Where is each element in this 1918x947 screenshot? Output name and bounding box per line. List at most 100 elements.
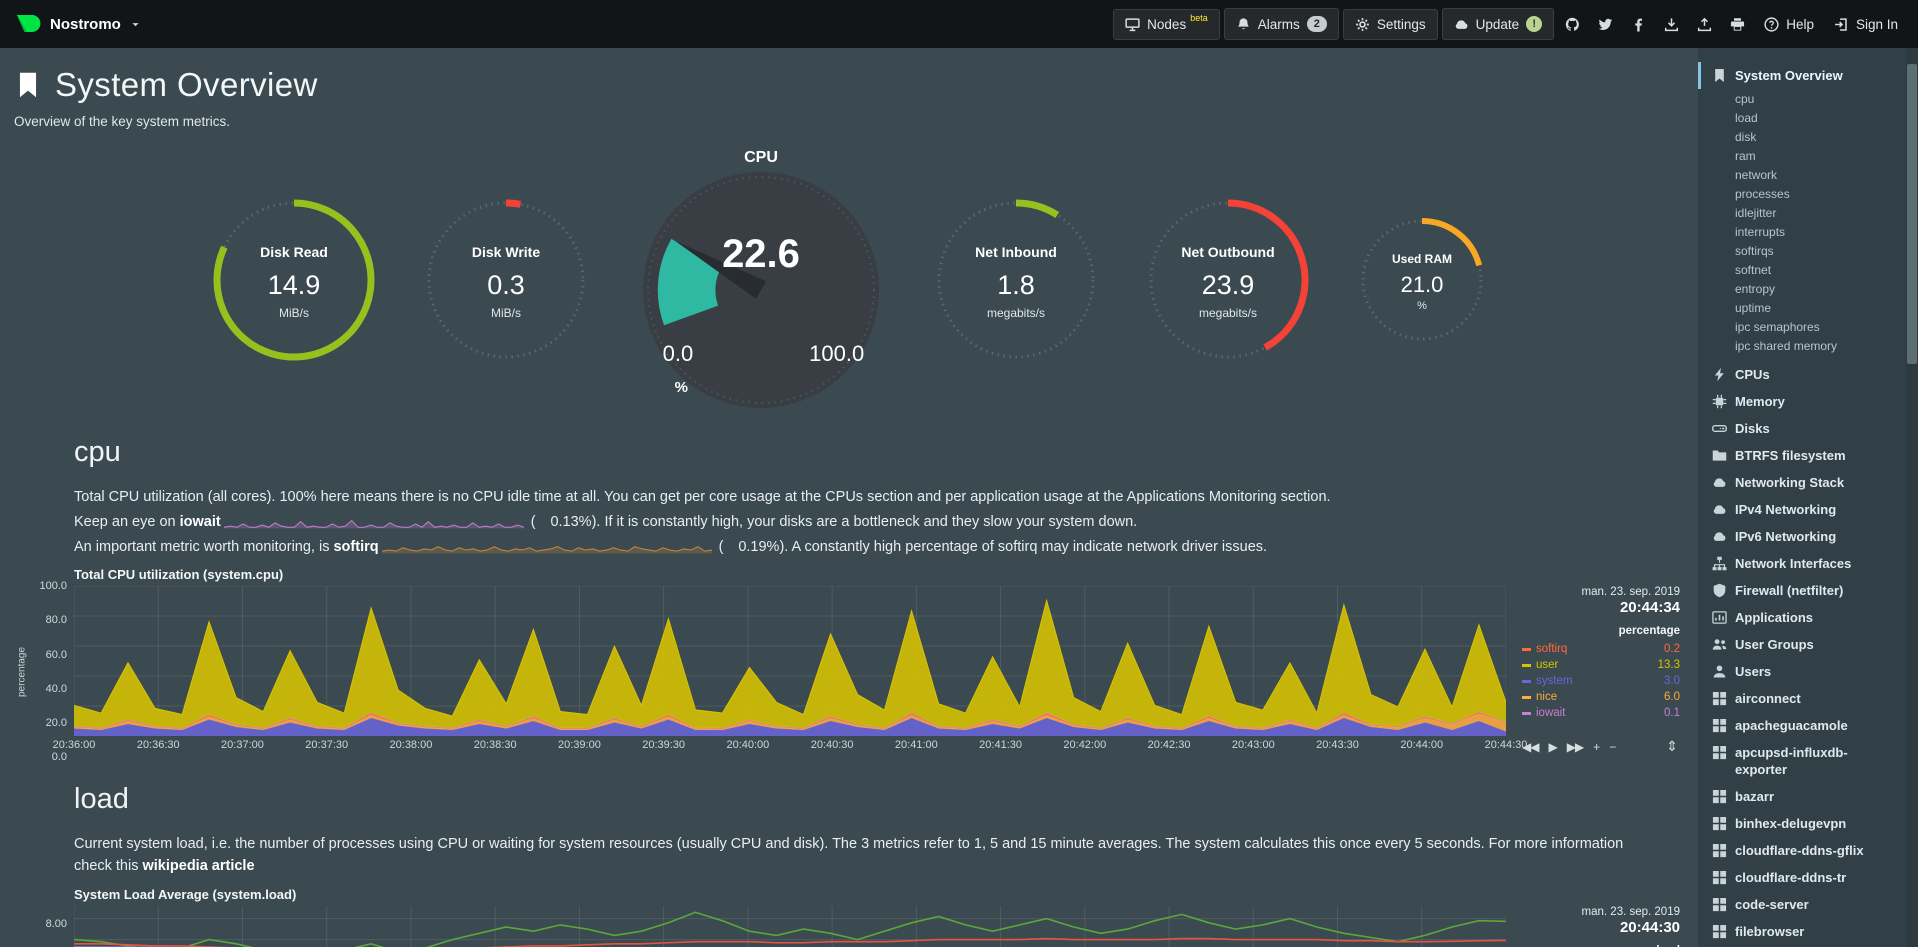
text: Current system load, i.e. the number of … [74,836,1624,874]
sidebar-subitem-entropy[interactable]: entropy [1735,282,1776,296]
gauge-disk-write[interactable]: Disk Write 0.3 MiB/s [421,195,591,365]
sidebar-subitem-load[interactable]: load [1735,111,1758,125]
legend-entry-system[interactable]: system 3.0 [1522,673,1680,689]
folder-icon [1712,448,1727,463]
x-tick-label: 20:38:30 [473,739,517,752]
chart-zoom-out-button[interactable]: − [1609,739,1616,754]
sidebar-item-users[interactable]: Users [1698,658,1902,685]
nav-update[interactable]: Update! [1441,8,1555,40]
sidebar-subitem-disk[interactable]: disk [1735,130,1757,144]
sidebar-item-memory[interactable]: Memory [1698,388,1902,415]
sidebar-item-bazarr[interactable]: bazarr [1698,783,1902,810]
nav-help[interactable]: Help [1754,10,1824,39]
sidebar-subitem-ram[interactable]: ram [1735,149,1756,163]
gauge-net-inbound[interactable]: Net Inbound 1.8 megabits/s [931,195,1101,365]
chart-backward-button[interactable]: ◀◀ [1522,739,1539,754]
gauge-value: 0.3 [487,269,525,300]
question-icon [1764,16,1779,32]
legend-date: man. 23. sep. 2019 [1581,586,1680,599]
chart-resize-handle[interactable]: ⇕ [1666,738,1678,755]
legend-series-value: 6.0 [1664,691,1680,704]
sidebar-subitem-softirqs[interactable]: softirqs [1735,244,1774,258]
monitor-icon [1125,17,1140,32]
sidebar-subitem-interrupts[interactable]: interrupts [1735,225,1786,239]
page-scrollbar[interactable] [1906,48,1918,947]
gauge-net-outbound[interactable]: Net Outbound 23.9 megabits/s [1143,195,1313,365]
gauge-cpu[interactable]: CPU 22.6 0.0 100.0 % [641,149,881,410]
chevron-down-icon [130,19,141,30]
sidebar-subitem-processes[interactable]: processes [1735,187,1790,201]
grid-icon [1712,816,1727,831]
sidebar-item-ipv4-networking[interactable]: IPv4 Networking [1698,496,1902,523]
legend-entry-user[interactable]: user 13.3 [1522,657,1680,673]
nav-facebook[interactable] [1622,10,1655,39]
legend-entry-softirq[interactable]: softirq 0.2 [1522,641,1680,657]
nav-nodes[interactable]: Nodes beta [1113,8,1220,40]
chart-forward-button[interactable]: ▶▶ [1566,739,1584,754]
legend-series-value: 3.0 [1664,675,1680,688]
y-tick-label: 80.0 [45,614,67,627]
sidebar-item-network-interfaces[interactable]: Network Interfaces [1698,550,1902,577]
sidebar-subitem-idlejitter[interactable]: idlejitter [1735,206,1777,220]
load-section: load Current system load, i.e. the numbe… [0,783,1698,947]
sidebar-item-disks[interactable]: Disks [1698,415,1902,442]
legend-entry-iowait[interactable]: iowait 0.1 [1522,705,1680,721]
nav-settings[interactable]: Settings [1342,8,1438,40]
wikipedia-article-link[interactable]: wikipedia article [142,858,255,874]
cpu-plot-area[interactable] [74,586,1506,737]
gauge-used-ram[interactable]: Used RAM 21.0 % [1355,213,1489,347]
nav-signin[interactable]: Sign In [1824,10,1908,39]
cpu-x-axis: 20:36:00 20:36:30 20:37:00 20:37:30 20:38:00… [53,739,1528,757]
sidebar-subitem-uptime[interactable]: uptime [1735,301,1772,315]
sidebar-item-networking-stack[interactable]: Networking Stack [1698,469,1902,496]
sidebar-item-code-server[interactable]: code-server [1698,891,1902,918]
sidebar-subitem-ipc-shared-memory[interactable]: ipc shared memory [1735,339,1838,353]
sidebar-item-label: CPUs [1735,367,1770,382]
nav-print[interactable] [1721,10,1754,39]
node-selector[interactable]: Nostromo [14,11,141,38]
sidebar-item-system-overview[interactable]: System Overview [1698,62,1902,89]
nav-github[interactable] [1556,10,1589,39]
sidebar-item-firewall-netfilter[interactable]: Firewall (netfilter) [1698,577,1902,604]
cpu-y-axis-unit: percentage [16,646,28,697]
scrollbar-thumb[interactable] [1907,64,1917,364]
netdata-logo-icon [14,11,41,38]
sidebar-item-ipv6-networking[interactable]: IPv6 Networking [1698,523,1902,550]
sidebar-item-cloudflare-ddns-gflix[interactable]: cloudflare-ddns-gflix [1698,837,1902,864]
chart-zoom-in-button[interactable]: + [1593,739,1600,754]
chart-controls: ◀◀ ▶ ▶▶ + − ⇕ [1522,738,1680,757]
sidebar-item-cpus[interactable]: CPUs [1698,361,1902,388]
cpu-chart: Total CPU utilization (system.cpu) perce… [14,566,1684,763]
sidebar-subitem-network[interactable]: network [1735,168,1778,182]
y-tick-label: 0.0 [51,751,67,764]
sidebar-item-airconnect[interactable]: airconnect [1698,685,1902,712]
sidebar-item-apacheguacamole[interactable]: apacheguacamole [1698,712,1902,739]
legend-series-value: 13.3 [1657,659,1680,672]
sidebar-item-label: binhex-delugevpn [1735,816,1847,831]
nav-label: Help [1786,16,1814,32]
sidebar-item-user-groups[interactable]: User Groups [1698,631,1902,658]
nav-download[interactable] [1655,10,1688,39]
gauge-disk-read[interactable]: Disk Read 14.9 MiB/s [209,195,379,365]
legend-entry-nice[interactable]: nice 6.0 [1522,689,1680,705]
y-tick-label: 20.0 [45,717,67,730]
nav-alarms[interactable]: Alarms 2 [1223,8,1339,40]
bolt-icon [1712,367,1727,382]
load-plot-area[interactable] [74,906,1506,947]
hdd-icon [1712,421,1727,436]
chart-play-button[interactable]: ▶ [1548,739,1557,754]
sidebar-item-label: apacheguacamole [1735,718,1848,733]
sidebar-item-cloudflare-ddns-tr[interactable]: cloudflare-ddns-tr [1698,864,1902,891]
sidebar-item-label: Firewall (netfilter) [1735,583,1844,598]
nav-twitter[interactable] [1589,10,1622,39]
sidebar-item-filebrowser[interactable]: filebrowser [1698,918,1902,945]
sidebar-subitem-ipc-semaphores[interactable]: ipc semaphores [1735,320,1820,334]
sidebar-item-applications[interactable]: Applications [1698,604,1902,631]
sidebar-item-apcupsd-influxdb-exporter[interactable]: apcupsd-influxdb-exporter [1698,739,1902,783]
sidebar-item-btrfs-filesystem[interactable]: BTRFS filesystem [1698,442,1902,469]
sidebar-subitem-softnet[interactable]: softnet [1735,263,1772,277]
grid-icon [1712,691,1727,706]
sidebar-item-binhex-delugevpn[interactable]: binhex-delugevpn [1698,810,1902,837]
sidebar-subitem-cpu[interactable]: cpu [1735,92,1755,106]
nav-upload[interactable] [1688,10,1721,39]
